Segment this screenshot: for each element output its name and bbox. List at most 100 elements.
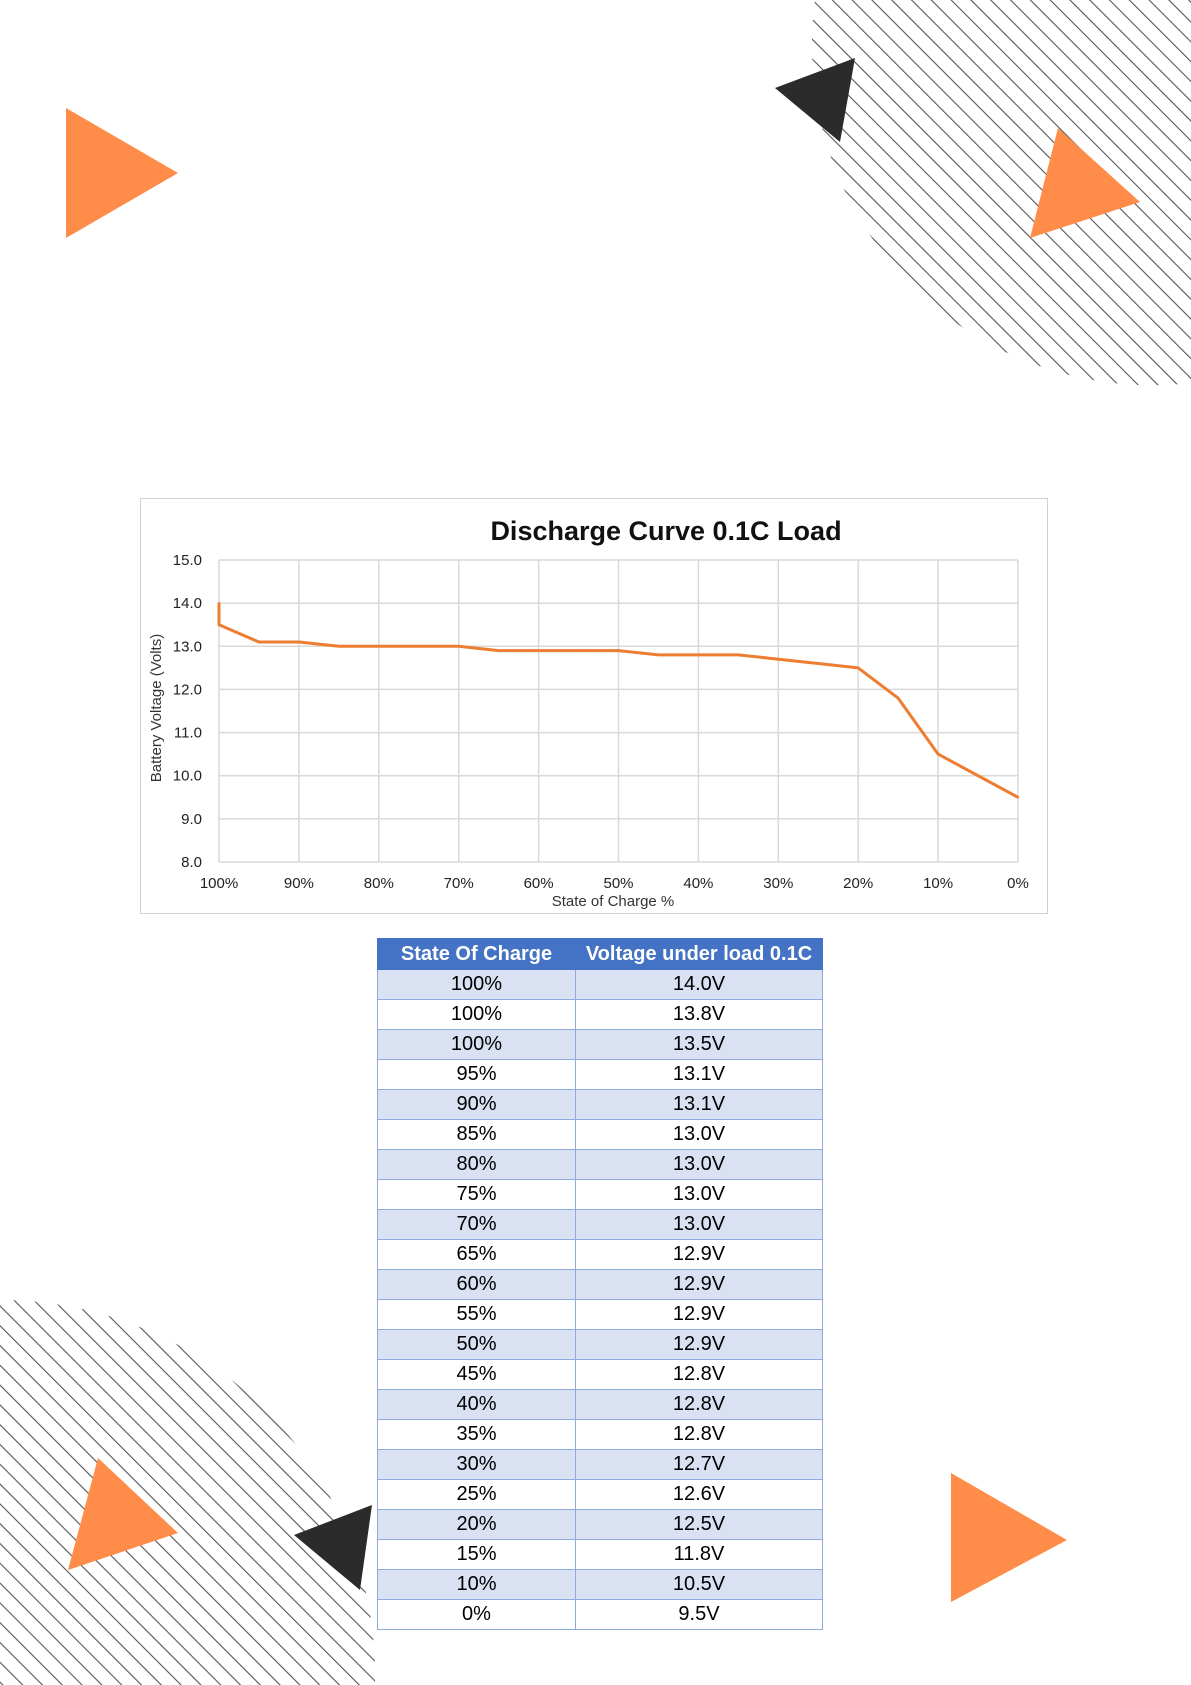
- dark-triangle-bottom: [294, 1505, 372, 1590]
- header-voltage-under-load: Voltage under load 0.1C: [575, 938, 823, 970]
- table-row: 60% 12.9V: [377, 1269, 823, 1300]
- cell-voltage: 11.8V: [575, 1539, 823, 1570]
- x-tick-label: 70%: [444, 875, 474, 892]
- data-point: [217, 601, 221, 605]
- cell-state-of-charge: 15%: [377, 1539, 576, 1570]
- cell-voltage: 13.0V: [575, 1119, 823, 1150]
- cell-voltage: 9.5V: [575, 1599, 823, 1630]
- cell-voltage: 13.1V: [575, 1089, 823, 1120]
- table-row: 70% 13.0V: [377, 1209, 823, 1240]
- table-row: 15% 11.8V: [377, 1539, 823, 1570]
- table-row: 65% 12.9V: [377, 1239, 823, 1270]
- data-point: [737, 653, 740, 657]
- y-tick-label: 14.0: [173, 595, 202, 612]
- data-point: [377, 645, 380, 648]
- data-point: [657, 653, 660, 657]
- cell-state-of-charge: 65%: [377, 1239, 576, 1270]
- table-row: 20% 12.5V: [377, 1509, 823, 1540]
- data-point: [896, 696, 900, 700]
- table-row: 45% 12.8V: [377, 1359, 823, 1390]
- y-tick-label: 12.0: [173, 681, 202, 698]
- y-tick-label: 9.0: [181, 811, 202, 828]
- data-point: [257, 640, 261, 644]
- table-row: 10% 10.5V: [377, 1569, 823, 1600]
- data-point: [457, 645, 460, 648]
- table-row: 100% 14.0V: [377, 969, 823, 1000]
- x-tick-label: 40%: [683, 875, 713, 892]
- data-point: [417, 645, 420, 648]
- x-tick-label: 20%: [843, 875, 873, 892]
- table-row: 95% 13.1V: [377, 1059, 823, 1090]
- cell-state-of-charge: 40%: [377, 1389, 576, 1420]
- cell-voltage: 12.9V: [575, 1299, 823, 1330]
- cell-state-of-charge: 80%: [377, 1149, 576, 1180]
- table-row: 100% 13.8V: [377, 999, 823, 1030]
- orange-triangle-top-left: [66, 108, 178, 238]
- cell-state-of-charge: 85%: [377, 1119, 576, 1150]
- dark-triangle-top: [775, 58, 855, 142]
- data-point: [936, 752, 940, 756]
- table-row: 30% 12.7V: [377, 1449, 823, 1480]
- cell-voltage: 12.9V: [575, 1269, 823, 1300]
- cell-state-of-charge: 100%: [377, 1029, 576, 1060]
- cell-voltage: 12.5V: [575, 1509, 823, 1540]
- table-row: 35% 12.8V: [377, 1419, 823, 1450]
- data-point: [497, 649, 500, 652]
- x-tick-label: 10%: [923, 875, 953, 892]
- data-point: [337, 645, 341, 648]
- table-header-row: State Of Charge Voltage under load 0.1C: [377, 938, 823, 970]
- table-row: 50% 12.9V: [377, 1329, 823, 1360]
- table-row: 100% 13.5V: [377, 1029, 823, 1060]
- chart-frame: [140, 498, 1048, 914]
- cell-voltage: 12.8V: [575, 1389, 823, 1420]
- data-point: [857, 666, 860, 670]
- table-row: 25% 12.6V: [377, 1479, 823, 1510]
- orange-triangle-top-right: [1030, 128, 1140, 238]
- y-tick-label: 15.0: [173, 552, 202, 569]
- cell-state-of-charge: 75%: [377, 1179, 576, 1210]
- hatched-circle-top-right: [811, 0, 1191, 386]
- data-point: [777, 658, 780, 661]
- data-point: [617, 649, 620, 652]
- cell-voltage: 13.8V: [575, 999, 823, 1030]
- y-axis-label: Battery Voltage (Volts): [148, 634, 165, 782]
- hatched-circle-bottom-left: [0, 1300, 376, 1685]
- x-tick-label: 0%: [1007, 875, 1029, 892]
- x-tick-label: 50%: [603, 875, 633, 892]
- table-row: 80% 13.0V: [377, 1149, 823, 1180]
- data-point: [297, 640, 301, 644]
- cell-state-of-charge: 0%: [377, 1599, 576, 1630]
- table-row: 0% 9.5V: [377, 1599, 823, 1630]
- cell-state-of-charge: 70%: [377, 1209, 576, 1240]
- cell-voltage: 13.1V: [575, 1059, 823, 1090]
- cell-voltage: 13.0V: [575, 1179, 823, 1210]
- cell-state-of-charge: 60%: [377, 1269, 576, 1300]
- cell-state-of-charge: 50%: [377, 1329, 576, 1360]
- chart-title: Discharge Curve 0.1C Load: [490, 516, 842, 546]
- cell-voltage: 12.8V: [575, 1419, 823, 1450]
- cell-state-of-charge: 90%: [377, 1089, 576, 1120]
- x-tick-label: 30%: [763, 875, 793, 892]
- cell-state-of-charge: 45%: [377, 1359, 576, 1390]
- cell-voltage: 12.6V: [575, 1479, 823, 1510]
- table-row: 90% 13.1V: [377, 1089, 823, 1120]
- cell-state-of-charge: 35%: [377, 1419, 576, 1450]
- cell-state-of-charge: 95%: [377, 1059, 576, 1090]
- x-tick-label: 90%: [284, 875, 314, 892]
- cell-voltage: 13.0V: [575, 1209, 823, 1240]
- data-point: [817, 662, 820, 665]
- cell-state-of-charge: 10%: [377, 1569, 576, 1600]
- cell-voltage: 12.8V: [575, 1359, 823, 1390]
- cell-state-of-charge: 100%: [377, 999, 576, 1030]
- data-point: [697, 653, 700, 657]
- table-row: 75% 13.0V: [377, 1179, 823, 1210]
- data-point: [577, 649, 580, 652]
- table-row: 55% 12.9V: [377, 1299, 823, 1330]
- orange-triangle-bottom-right: [951, 1473, 1067, 1602]
- cell-voltage: 13.5V: [575, 1029, 823, 1060]
- table-row: 85% 13.0V: [377, 1119, 823, 1150]
- cell-voltage: 10.5V: [575, 1569, 823, 1600]
- x-axis-label: State of Charge %: [552, 893, 675, 910]
